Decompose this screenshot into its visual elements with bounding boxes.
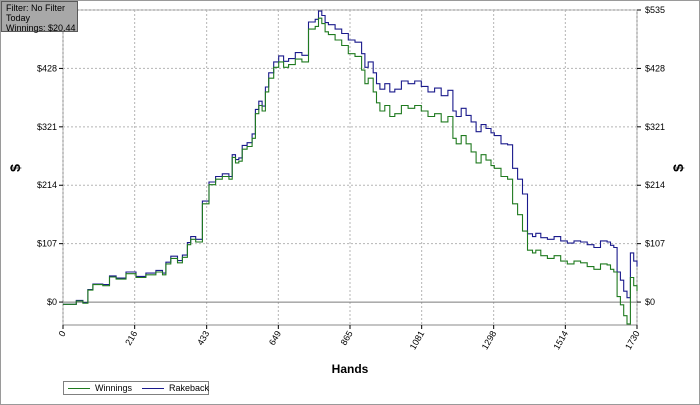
x-tick-label: 1081 [408,329,427,351]
y-tick-label-left: $428 [37,63,57,73]
legend-swatch-rakeback [142,387,165,389]
grid [62,9,638,325]
y-axis-title-right: $ [670,164,686,172]
legend-label-winnings: Winnings [95,383,133,393]
y-tick-label-left: $107 [37,239,57,249]
y-tick-label-right: $0 [645,297,655,307]
legend-label-rakeback: Rakeback [169,383,210,393]
winnings-total: Winnings: $20.44 [6,23,76,33]
x-tick-label: 216 [123,329,139,347]
x-tick-label: 433 [195,329,211,347]
legend-swatch-winnings [68,387,90,389]
legend: Winnings Rakeback [63,381,209,395]
series-line-winnings [63,17,638,325]
y-tick-label-right: $214 [645,180,665,190]
x-tick-label: 1298 [480,329,499,351]
x-tick-label: 649 [267,329,283,347]
legend-item-winnings: Winnings [68,383,132,393]
series-lines [63,10,638,325]
y-tick-label-right: $535 [645,5,665,15]
y-tick-label-left: $214 [37,180,57,190]
filter-label: Filter: No Filter [6,3,66,13]
y-axis-title-left: $ [7,164,23,172]
x-tick-label: 0 [57,329,68,338]
y-tick-label-left: $0 [47,297,57,307]
filter-info-box: Filter: No Filter Today Winnings: $20.44 [1,1,78,33]
y-tick-label-left: $321 [37,122,57,132]
legend-item-rakeback: Rakeback [142,383,209,393]
y-tick-label-right: $428 [645,63,665,73]
x-tick-label: 1514 [551,329,570,351]
period-label: Today [6,13,31,23]
y-tick-label-right: $107 [645,239,665,249]
x-axis-title: Hands [332,362,369,376]
axes [59,9,641,329]
y-tick-label-right: $321 [645,122,665,132]
x-tick-label: 1730 [623,329,642,351]
x-tick-label: 865 [339,329,355,347]
